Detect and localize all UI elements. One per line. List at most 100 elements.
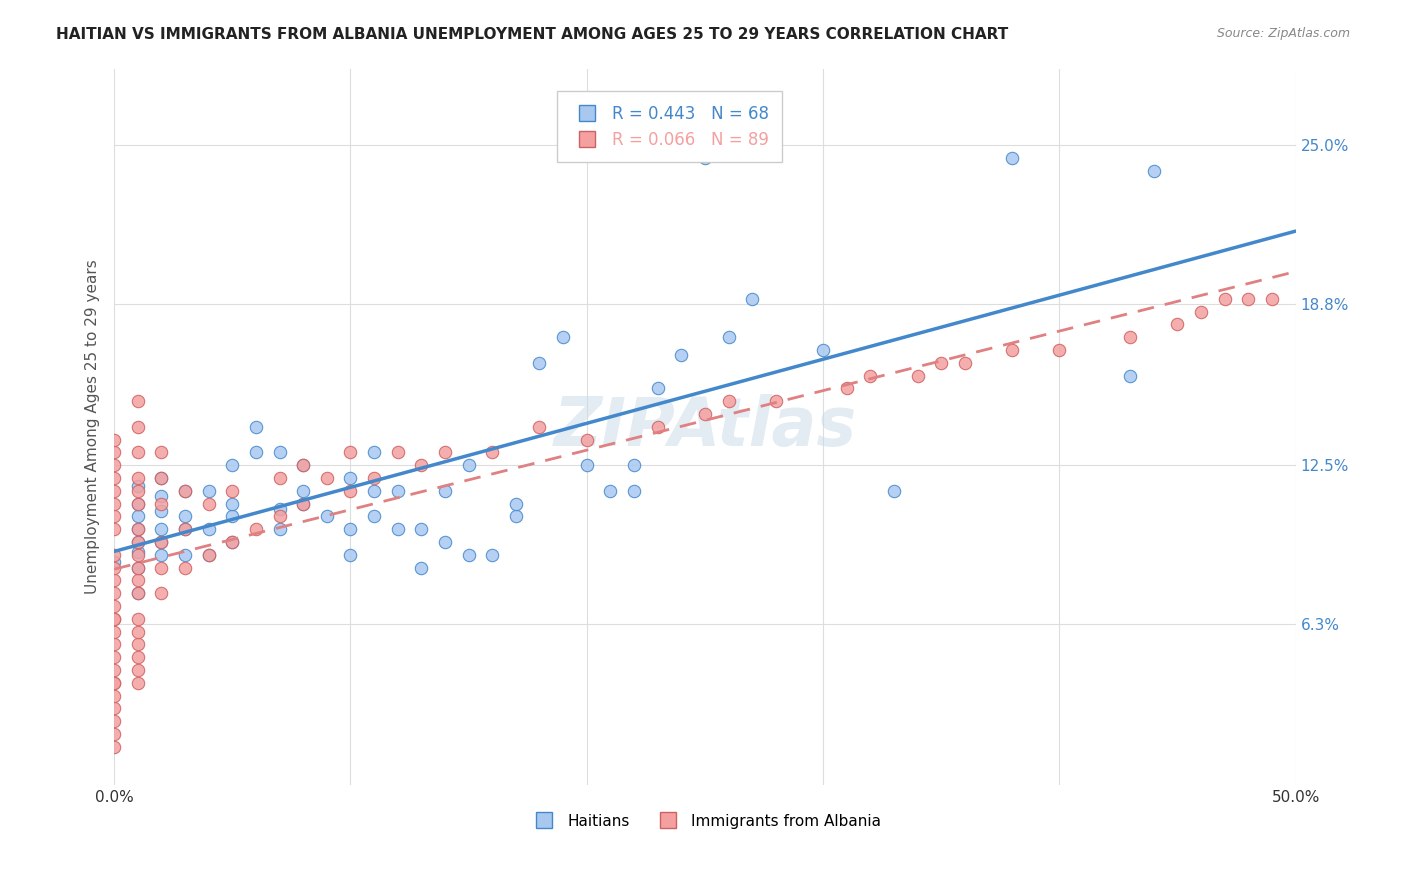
Point — [150, 504, 173, 518]
Point — [433, 445, 456, 459]
Point — [575, 433, 598, 447]
Point — [127, 471, 149, 485]
Point — [127, 675, 149, 690]
Point — [292, 497, 315, 511]
Point — [127, 650, 149, 665]
Point — [127, 509, 149, 524]
Point — [245, 522, 267, 536]
Point — [150, 586, 173, 600]
Point — [150, 497, 173, 511]
Point — [103, 556, 125, 570]
Point — [339, 483, 361, 498]
Point — [174, 560, 197, 574]
Point — [127, 560, 149, 574]
Point — [929, 356, 952, 370]
Point — [647, 419, 669, 434]
Point — [1166, 318, 1188, 332]
Point — [103, 599, 125, 613]
Point — [387, 483, 409, 498]
Point — [103, 727, 125, 741]
Point — [197, 483, 219, 498]
Point — [363, 483, 385, 498]
Point — [103, 637, 125, 651]
Point — [103, 675, 125, 690]
Point — [127, 545, 149, 559]
Point — [292, 458, 315, 473]
Point — [292, 458, 315, 473]
Point — [859, 368, 882, 383]
Point — [245, 445, 267, 459]
Point — [1213, 292, 1236, 306]
Point — [269, 501, 291, 516]
Point — [717, 394, 740, 409]
Point — [103, 548, 125, 562]
Point — [292, 497, 315, 511]
Point — [174, 483, 197, 498]
Legend: Haitians, Immigrants from Albania: Haitians, Immigrants from Albania — [523, 807, 887, 835]
Point — [221, 509, 243, 524]
Point — [103, 483, 125, 498]
Point — [1001, 343, 1024, 357]
Point — [127, 535, 149, 549]
Point — [1237, 292, 1260, 306]
Point — [103, 663, 125, 677]
Point — [127, 419, 149, 434]
Point — [103, 433, 125, 447]
Point — [150, 548, 173, 562]
Point — [835, 381, 858, 395]
Point — [127, 478, 149, 492]
Point — [103, 689, 125, 703]
Point — [953, 356, 976, 370]
Point — [741, 292, 763, 306]
Point — [363, 445, 385, 459]
Point — [103, 739, 125, 754]
Point — [103, 497, 125, 511]
Point — [717, 330, 740, 344]
Point — [575, 458, 598, 473]
Point — [505, 497, 527, 511]
Point — [150, 535, 173, 549]
Point — [411, 560, 433, 574]
Point — [221, 458, 243, 473]
Point — [1119, 330, 1142, 344]
Point — [1047, 343, 1070, 357]
Point — [339, 445, 361, 459]
Point — [647, 381, 669, 395]
Point — [623, 483, 645, 498]
Point — [150, 560, 173, 574]
Point — [197, 497, 219, 511]
Point — [127, 497, 149, 511]
Point — [127, 394, 149, 409]
Point — [1143, 164, 1166, 178]
Point — [103, 650, 125, 665]
Point — [1119, 368, 1142, 383]
Point — [599, 483, 621, 498]
Point — [671, 348, 693, 362]
Point — [529, 419, 551, 434]
Point — [1001, 151, 1024, 165]
Point — [811, 343, 834, 357]
Point — [127, 483, 149, 498]
Point — [693, 407, 716, 421]
Point — [150, 471, 173, 485]
Point — [269, 471, 291, 485]
Point — [127, 560, 149, 574]
Point — [481, 445, 503, 459]
Point — [363, 509, 385, 524]
Text: ZIPAtlas: ZIPAtlas — [554, 393, 856, 459]
Point — [103, 586, 125, 600]
Point — [315, 509, 337, 524]
Point — [127, 522, 149, 536]
Point — [693, 151, 716, 165]
Point — [245, 419, 267, 434]
Point — [103, 675, 125, 690]
Point — [127, 586, 149, 600]
Point — [127, 548, 149, 562]
Point — [150, 445, 173, 459]
Point — [221, 535, 243, 549]
Point — [221, 497, 243, 511]
Point — [127, 663, 149, 677]
Point — [103, 458, 125, 473]
Point — [883, 483, 905, 498]
Point — [457, 458, 479, 473]
